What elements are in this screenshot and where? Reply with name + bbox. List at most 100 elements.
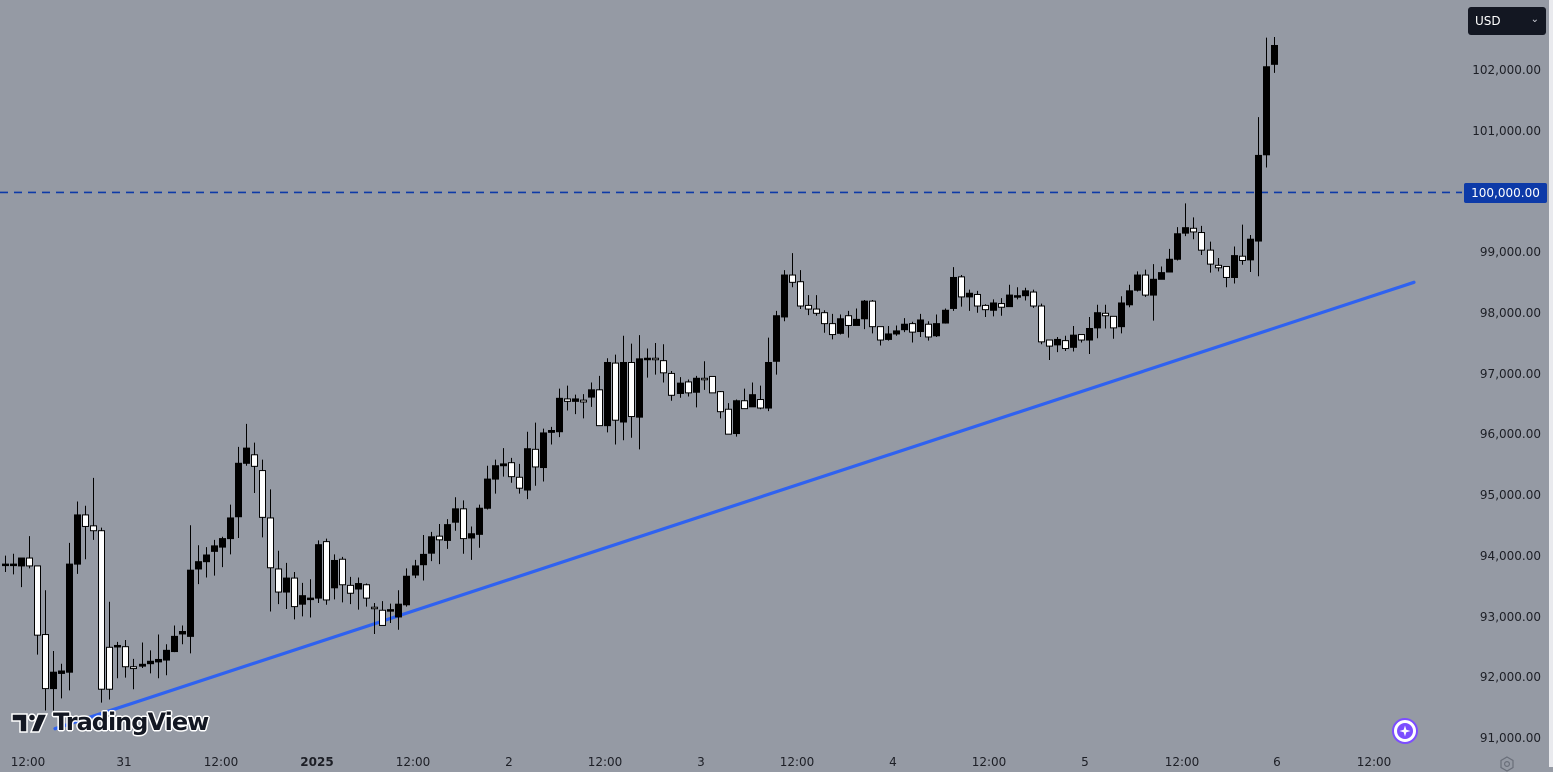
candle-up — [219, 538, 226, 548]
candle-down — [291, 577, 298, 608]
time-axis-label: 3 — [697, 755, 705, 769]
candle-up — [476, 507, 483, 535]
candle-up — [187, 569, 194, 637]
candle-down — [379, 609, 386, 626]
candle-down — [789, 274, 796, 283]
candle-down — [460, 508, 467, 540]
time-axis-label: 12:00 — [971, 755, 1007, 769]
candle-down — [122, 646, 129, 668]
candle-up — [420, 553, 427, 566]
candle-up — [395, 603, 402, 618]
candle-up — [1086, 327, 1093, 341]
candle-up — [853, 318, 860, 326]
candle-down — [821, 312, 828, 325]
candle-up — [893, 330, 900, 335]
candle-down — [685, 381, 692, 394]
candle-down — [813, 308, 820, 314]
candle-down — [347, 584, 354, 594]
candle-down — [1223, 266, 1230, 278]
candle-down — [1190, 227, 1197, 233]
candle-up — [18, 557, 25, 567]
candle-down — [717, 391, 724, 413]
price-axis-label: 94,000.00 — [1479, 548, 1541, 563]
candle-up — [1271, 44, 1278, 65]
candle-up — [749, 394, 756, 408]
candle-up — [572, 398, 579, 402]
candle-down — [869, 300, 876, 328]
price-axis-label: 102,000.00 — [1472, 63, 1541, 77]
candle-up — [211, 545, 218, 552]
price-axis-label: 91,000.00 — [1479, 731, 1541, 745]
candle-up — [644, 357, 651, 361]
currency-select[interactable]: USD ⌄ — [1468, 7, 1546, 35]
candle-up — [1150, 278, 1157, 296]
candle-up — [315, 544, 322, 599]
candle-down — [436, 535, 443, 541]
candle-down — [1215, 264, 1222, 269]
candle-up — [885, 333, 892, 340]
candle-up — [227, 517, 234, 540]
candle-down — [251, 454, 258, 467]
candle-up — [588, 389, 595, 398]
candle-down — [580, 399, 587, 403]
candle-up — [1126, 290, 1133, 306]
time-axis-label: 6 — [1273, 755, 1281, 769]
candle-up — [1070, 334, 1077, 348]
candle-down — [98, 530, 105, 690]
candle-up — [155, 658, 162, 663]
candle-down — [628, 361, 635, 418]
settings-gear-icon[interactable] — [1499, 756, 1515, 772]
candle-up — [942, 309, 949, 324]
candle-down — [532, 448, 539, 468]
candle-up — [556, 397, 563, 433]
candle-up — [283, 577, 290, 593]
tradingview-wordmark: TradingView — [53, 708, 209, 736]
price-tag-100000[interactable]: 100,000.00 — [1464, 183, 1547, 203]
candle-up — [933, 323, 940, 337]
window-edge — [1549, 0, 1553, 767]
candle-down — [998, 303, 1005, 308]
candle-up — [677, 382, 684, 394]
candle-down — [259, 470, 266, 518]
time-axis-label: 12:00 — [203, 755, 239, 769]
candles — [2, 36, 1278, 711]
price-axis-label: 98,000.00 — [1479, 305, 1541, 320]
candle-up — [412, 565, 419, 576]
time-axis-label: 31 — [116, 755, 132, 769]
candle-up — [1263, 66, 1270, 156]
candle-up — [1134, 274, 1141, 291]
candle-up — [171, 635, 178, 653]
candle-up — [147, 660, 154, 665]
candle-down — [508, 462, 515, 478]
candle-up — [1094, 312, 1101, 329]
candle-down — [829, 323, 836, 336]
time-axis-label: 2 — [505, 755, 513, 769]
candle-up — [163, 649, 170, 661]
candle-up — [74, 514, 81, 565]
candle-up — [403, 575, 410, 606]
candle-down — [709, 375, 716, 394]
candle-up — [604, 361, 611, 427]
price-axis-label: 93,000.00 — [1479, 609, 1541, 624]
candle-up — [299, 595, 306, 605]
price-axis-label: 95,000.00 — [1479, 488, 1541, 503]
candle-down — [797, 281, 804, 307]
candle-down — [82, 514, 89, 527]
candle-down — [909, 323, 916, 333]
candle-down — [660, 360, 667, 374]
ai-assistant-button[interactable] — [1392, 718, 1418, 744]
candle-up — [58, 670, 65, 674]
trendline[interactable] — [53, 280, 1416, 731]
candle-up — [179, 631, 186, 635]
candle-up — [1166, 258, 1173, 273]
candle-up — [620, 361, 627, 423]
candle-up — [307, 597, 314, 601]
price-axis-label: 101,000.00 — [1472, 123, 1541, 138]
time-axis-label: 12:00 — [587, 755, 623, 769]
tradingview-logo[interactable]: TradingView — [11, 707, 209, 737]
candle-up — [901, 323, 908, 331]
candle-up — [1182, 227, 1189, 234]
candle-down — [90, 525, 97, 532]
